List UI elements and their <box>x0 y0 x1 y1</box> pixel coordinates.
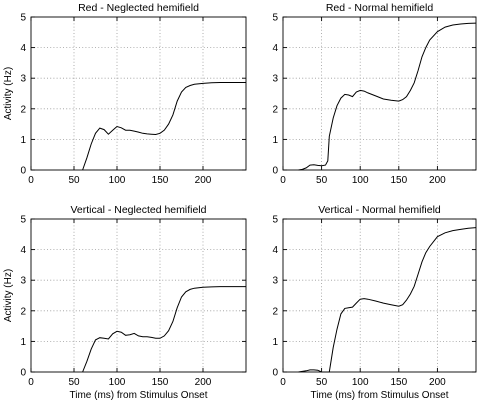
y-tick-label: 1 <box>272 337 278 348</box>
x-tick-label: 0 <box>28 377 34 388</box>
x-tick-label: 200 <box>195 377 212 388</box>
x-tick-label: 50 <box>68 175 80 186</box>
y-tick-label: 5 <box>272 13 278 24</box>
y-tick-label: 2 <box>20 306 26 317</box>
x-tick-label: 100 <box>109 377 126 388</box>
plot-area <box>31 17 246 170</box>
x-tick-label: 200 <box>429 175 446 186</box>
panel-4: 0 50 100 150 200 0 1 2 3 4 5 Vertical - Normal hemi… <box>272 204 477 401</box>
axes-frame <box>30 16 247 171</box>
plot-area <box>283 219 476 372</box>
x-tick-label: 100 <box>352 175 369 186</box>
y-tick-label: 3 <box>272 276 278 287</box>
y-tick-label: 0 <box>20 166 26 177</box>
x-tick-label: 0 <box>280 377 286 388</box>
axes-frame <box>282 16 477 171</box>
y-tick-label: 1 <box>20 135 26 146</box>
y-axis-label: Activity (Hz) <box>3 269 14 322</box>
series-line <box>82 82 246 171</box>
y-tick-label: 5 <box>20 13 26 24</box>
y-tick-label: 4 <box>20 43 26 54</box>
y-tick-label: 3 <box>272 74 278 85</box>
x-tick-label: 150 <box>390 377 407 388</box>
y-tick-label: 1 <box>20 337 26 348</box>
plot-area <box>31 219 246 372</box>
y-axis-label: Activity (Hz) <box>3 67 14 120</box>
x-axis-label: Time (ms) from Stimulus Onset <box>311 390 449 401</box>
y-tick-label: 4 <box>272 245 278 256</box>
panel-1: 0 50 100 150 200 0 1 2 3 4 5 Red - Neglected hemifi… <box>3 2 247 186</box>
plot-area <box>283 17 476 170</box>
x-tick-label: 50 <box>316 175 328 186</box>
y-tick-label: 2 <box>20 104 26 115</box>
x-tick-label: 50 <box>316 377 328 388</box>
series-line <box>82 286 246 373</box>
x-tick-label: 100 <box>352 377 369 388</box>
axes-frame <box>282 218 477 373</box>
panel-title: Red - Neglected hemifield <box>78 2 199 14</box>
x-tick-label: 50 <box>68 377 80 388</box>
axes-frame <box>30 218 247 373</box>
x-tick-label: 0 <box>280 175 286 186</box>
panel-title: Vertical - Normal hemifield <box>318 204 441 216</box>
y-tick-label: 0 <box>272 368 278 379</box>
y-tick-label: 0 <box>272 166 278 177</box>
panel-2: 0 50 100 150 200 0 1 2 3 4 5 Red - Normal hemifield <box>272 2 477 186</box>
y-tick-label: 5 <box>272 215 278 226</box>
x-tick-label: 100 <box>109 175 126 186</box>
x-tick-label: 200 <box>195 175 212 186</box>
x-tick-label: 150 <box>390 175 407 186</box>
x-tick-label: 0 <box>28 175 34 186</box>
panel-3: 0 50 100 150 200 0 1 2 3 4 5 Vertical - Neglected h… <box>3 204 247 401</box>
y-tick-label: 2 <box>272 104 278 115</box>
x-axis-label: Time (ms) from Stimulus Onset <box>70 390 208 401</box>
x-tick-label: 150 <box>152 175 169 186</box>
panel-title: Red - Normal hemifield <box>326 2 434 14</box>
y-tick-label: 2 <box>272 306 278 317</box>
y-tick-label: 3 <box>20 74 26 85</box>
y-tick-label: 4 <box>272 43 278 54</box>
x-tick-label: 150 <box>152 377 169 388</box>
series-line <box>298 22 477 171</box>
y-tick-label: 0 <box>20 368 26 379</box>
y-tick-label: 4 <box>20 245 26 256</box>
panel-title: Vertical - Neglected hemifield <box>71 204 207 216</box>
y-tick-label: 5 <box>20 215 26 226</box>
y-tick-label: 1 <box>272 135 278 146</box>
y-tick-label: 3 <box>20 276 26 287</box>
x-tick-label: 200 <box>429 377 446 388</box>
